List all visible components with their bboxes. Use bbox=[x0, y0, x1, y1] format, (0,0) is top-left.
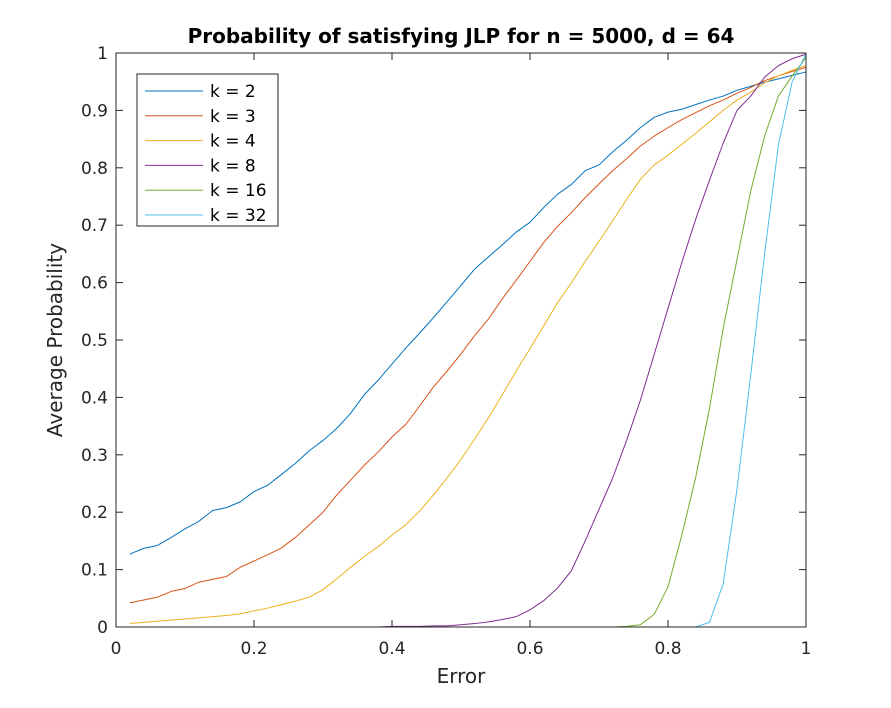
y-tick-label: 0.3 bbox=[81, 446, 108, 466]
y-tick-label: 0.5 bbox=[81, 331, 108, 351]
y-tick-label: 0.2 bbox=[81, 503, 108, 523]
y-tick-label: 0.6 bbox=[81, 274, 108, 294]
y-tick-label: 0.7 bbox=[81, 216, 108, 236]
legend-label: k = 2 bbox=[210, 82, 256, 102]
y-tick-label: 0.1 bbox=[81, 561, 108, 581]
x-tick-label: 1 bbox=[801, 639, 812, 659]
y-ticks: 0 0.1 0.2 0.3 0.4 0.5 0.6 0.7 0.8 0.9 1 bbox=[81, 44, 806, 638]
x-tick-label: 0.8 bbox=[654, 639, 681, 659]
x-tick-label: 0.4 bbox=[378, 639, 405, 659]
legend-label: k = 3 bbox=[210, 107, 256, 127]
legend: k = 2 k = 3 k = 4 k = 8 k = 16 k = 32 bbox=[136, 73, 279, 227]
legend-label: k = 32 bbox=[210, 206, 267, 226]
y-tick-label: 1 bbox=[97, 44, 108, 64]
y-tick-label: 0 bbox=[97, 618, 108, 638]
x-ticks: 0 0.2 0.4 0.6 0.8 1 bbox=[111, 53, 812, 659]
y-axis-label: Average Probability bbox=[43, 243, 67, 437]
legend-items: k = 2 k = 3 k = 4 k = 8 k = 16 k = 32 bbox=[145, 82, 267, 226]
y-tick-label: 0.9 bbox=[81, 101, 108, 121]
y-tick-label: 0.4 bbox=[81, 388, 108, 408]
series-line-1 bbox=[129, 71, 807, 555]
x-tick-label: 0.6 bbox=[516, 639, 543, 659]
series-line-2 bbox=[129, 66, 807, 604]
series-line-3 bbox=[129, 65, 807, 625]
legend-label: k = 4 bbox=[210, 132, 256, 152]
y-tick-label: 0.8 bbox=[81, 159, 108, 179]
legend-box bbox=[136, 73, 279, 227]
x-tick-label: 0 bbox=[111, 639, 122, 659]
legend-label: k = 16 bbox=[210, 181, 267, 201]
legend-label: k = 8 bbox=[210, 156, 256, 176]
x-axis-label: Error bbox=[437, 664, 487, 688]
chart-title: Probability of satisfying JLP for n = 50… bbox=[188, 24, 735, 48]
x-tick-label: 0.2 bbox=[240, 639, 267, 659]
